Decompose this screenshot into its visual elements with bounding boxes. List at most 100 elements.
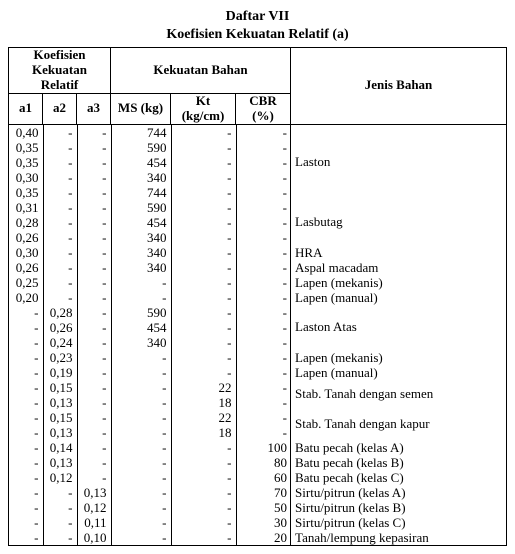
cell-kt: - [171,155,236,170]
header-a3: a3 [77,93,111,124]
cell-a2: 0,12 [43,470,77,485]
table-row: -0,12---60 [9,470,291,485]
cell-a3: - [77,260,111,275]
cell-a1: - [9,440,43,455]
cell-cbr: - [236,215,291,230]
cell-a1: - [9,500,43,515]
jenis-bahan-label: Tanah/lempung kepasiran [291,530,506,545]
jenis-bahan-cell: LastonLasbutagHRAAspal macadamLapen (mek… [291,124,507,545]
cell-kt: - [171,230,236,245]
cell-a3: 0,10 [77,530,111,545]
cell-ms: - [111,425,171,440]
cell-a3: - [77,200,111,215]
cell-cbr: 50 [236,500,291,515]
cell-a2: - [43,530,77,545]
title-line-2: Koefisien Kekuatan Relatif (a) [8,26,507,44]
table-row: 0,26--340-- [9,230,291,245]
cell-a3: - [77,290,111,305]
cell-kt: - [171,125,236,140]
cell-ms: - [111,515,171,530]
table-row: -0,26-454-- [9,320,291,335]
cell-ms: 454 [111,155,171,170]
cell-a1: - [9,470,43,485]
header-koef: Koefisien Kekuatan Relatif [9,48,111,94]
cell-a3: - [77,215,111,230]
cell-a1: - [9,410,43,425]
cell-a3: - [77,410,111,425]
table-row: -0,28-590-- [9,305,291,320]
cell-ms: 590 [111,140,171,155]
cell-a1: 0,26 [9,260,43,275]
cell-cbr: - [236,170,291,185]
cell-cbr: - [236,260,291,275]
cell-ms: - [111,410,171,425]
cell-a1: 0,35 [9,185,43,200]
cell-ms: 340 [111,260,171,275]
cell-a2: 0,26 [43,320,77,335]
cell-ms: - [111,275,171,290]
cell-a2: - [43,500,77,515]
cell-a3: - [77,365,111,380]
cell-cbr: - [236,290,291,305]
table-row: --0,13--70 [9,485,291,500]
cell-ms: 744 [111,125,171,140]
table-row: -0,15--22- [9,410,291,425]
cell-kt: 22 [171,380,236,395]
cell-a1: 0,35 [9,155,43,170]
cell-kt: 18 [171,395,236,410]
cell-ms: - [111,380,171,395]
cell-kt: - [171,470,236,485]
jenis-bahan-label: Stab. Tanah dengan semen [291,380,506,410]
cell-a3: - [77,335,111,350]
cell-kt: 22 [171,410,236,425]
cell-cbr: - [236,140,291,155]
cell-a2: - [43,485,77,500]
cell-cbr: - [236,245,291,260]
cell-a3: - [77,170,111,185]
table-row: -0,14---100 [9,440,291,455]
cell-a3: - [77,470,111,485]
cell-kt: - [171,170,236,185]
cell-ms: 590 [111,200,171,215]
cell-a1: 0,40 [9,125,43,140]
cell-cbr: - [236,275,291,290]
table-row: -0,24-340-- [9,335,291,350]
jenis-bahan-label: Stab. Tanah dengan kapur [291,410,506,440]
cell-a2: - [43,125,77,140]
cell-a3: - [77,140,111,155]
cell-kt: - [171,320,236,335]
jenis-bahan-label: Lapen (mekanis) [291,350,506,365]
table-row: 0,26--340-- [9,260,291,275]
cell-cbr: - [236,410,291,425]
cell-cbr: - [236,380,291,395]
cell-a2: 0,23 [43,350,77,365]
main-table: Koefisien Kekuatan Relatif Kekuatan Baha… [8,47,507,546]
cell-cbr: 30 [236,515,291,530]
cell-a2: - [43,230,77,245]
cell-a2: - [43,215,77,230]
cell-ms: - [111,440,171,455]
cell-cbr: - [236,350,291,365]
cell-ms: - [111,290,171,305]
cell-kt: - [171,365,236,380]
cell-a1: - [9,365,43,380]
numeric-grid-cell: 0,40--744--0,35--590--0,35--454--0,30--3… [9,124,291,545]
cell-a2: 0,24 [43,335,77,350]
cell-cbr: - [236,155,291,170]
cell-a1: - [9,350,43,365]
cell-a2: 0,14 [43,440,77,455]
jenis-bahan-label: Aspal macadam [291,260,506,275]
cell-kt: - [171,500,236,515]
table-row: --0,11--30 [9,515,291,530]
cell-a1: 0,28 [9,215,43,230]
cell-a2: - [43,185,77,200]
cell-a1: 0,35 [9,140,43,155]
jenis-bahan-label: Lapen (manual) [291,365,506,380]
cell-a2: - [43,260,77,275]
cell-ms: - [111,530,171,545]
cell-a2: - [43,245,77,260]
table-title: Daftar VII Koefisien Kekuatan Relatif (a… [8,8,507,43]
cell-ms: 744 [111,185,171,200]
cell-a3: - [77,185,111,200]
cell-a1: - [9,305,43,320]
